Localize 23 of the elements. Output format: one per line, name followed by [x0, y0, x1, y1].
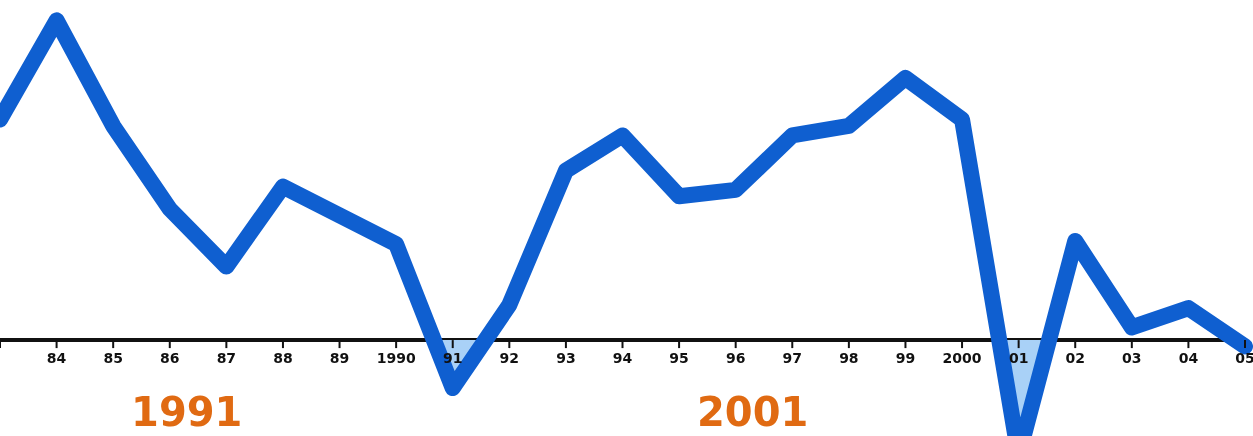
x-tick-label: 98	[839, 349, 859, 366]
x-tick-label: 03	[1122, 349, 1142, 366]
annotation: 2001	[697, 389, 809, 436]
x-tick-label: 05	[1235, 349, 1253, 366]
x-tick-label: 02	[1065, 349, 1085, 366]
x-tick-label: 96	[725, 349, 746, 366]
x-tick-label: 2000	[942, 349, 982, 366]
x-tick-label: 84	[46, 349, 67, 366]
x-tick-label: 93	[556, 349, 576, 366]
x-tick-label: 86	[160, 349, 180, 366]
x-tick-label: 99	[895, 349, 916, 366]
x-tick-label: 97	[782, 349, 803, 366]
x-tick-label: 85	[103, 349, 123, 366]
x-tick-label: 04	[1178, 349, 1199, 366]
annotation: 1991	[131, 389, 243, 436]
x-tick-label: 01	[1008, 349, 1029, 366]
x-tick-label: 1990	[376, 349, 416, 366]
x-tick-label: 89	[329, 349, 350, 366]
x-tick-label: 94	[612, 349, 633, 366]
x-tick-label: 92	[499, 349, 520, 366]
x-tick-label: 88	[273, 349, 293, 366]
x-tick-label: 87	[216, 349, 237, 366]
x-tick-label: 95	[669, 349, 689, 366]
